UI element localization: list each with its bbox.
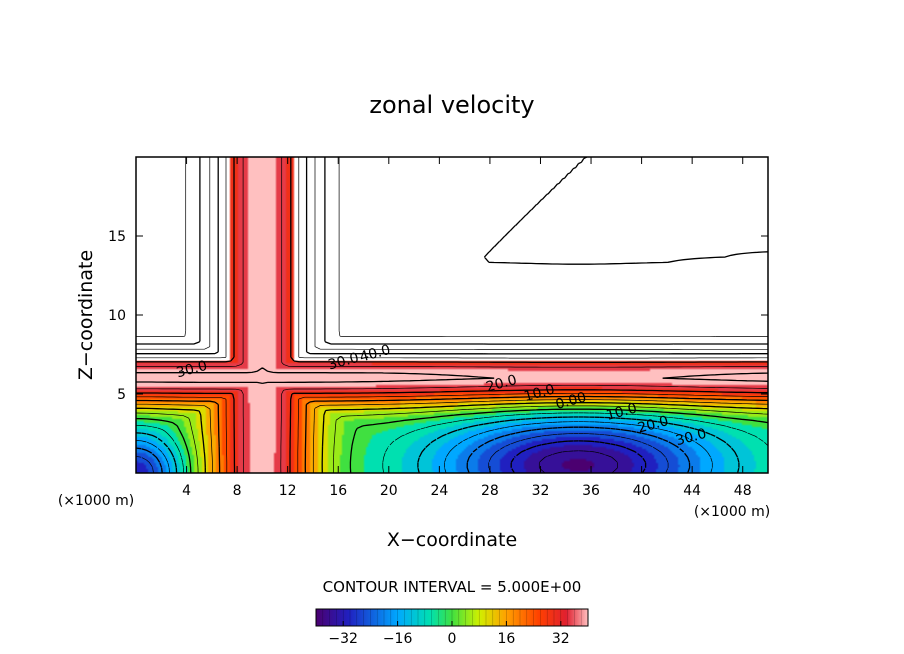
contour-label: 10.0 (604, 400, 638, 424)
x-unit-left: (×1000 m) (58, 493, 134, 509)
colorbar-ticks: −32 −16 0 16 32 (315, 609, 589, 647)
contour-line (136, 157, 768, 473)
x-tick-label: 36 (582, 483, 600, 499)
x-tick-label: 4 (182, 483, 191, 499)
x-unit-right: (×1000 m) (694, 504, 770, 520)
contour-label: 20.0 (484, 372, 518, 396)
contour-line (136, 412, 768, 473)
contour-line (136, 157, 768, 473)
contour-label: 0.00 (554, 389, 588, 413)
y-tick-label: 15 (108, 229, 126, 245)
x-tick-label: 28 (481, 483, 499, 499)
colorbar: −32 −16 0 16 32 (315, 608, 589, 647)
contour-interval-text: CONTOUR INTERVAL = 5.000E+00 (323, 578, 582, 596)
contour-line (136, 157, 768, 473)
x-tick-label: 8 (233, 483, 242, 499)
contour-line (136, 157, 768, 473)
contour-label: 30.0 (175, 358, 209, 382)
contour-line (136, 157, 768, 473)
x-tick-label: 16 (329, 483, 347, 499)
contour-label: 40.0 (358, 342, 392, 366)
x-tick-label: 24 (430, 483, 448, 499)
contour-lines (136, 157, 768, 473)
chart-title: zonal velocity (369, 91, 534, 119)
contour-line (136, 421, 713, 473)
colorbar-tick-label: 0 (448, 631, 457, 647)
contour-line (136, 157, 768, 473)
contour-label: 30.0 (326, 350, 360, 374)
x-tick-label: 12 (279, 483, 297, 499)
colorbar-tick-label: 16 (497, 631, 515, 647)
y-axis-label: Z−coordinate (75, 250, 97, 380)
x-axis-label: X−coordinate (387, 529, 517, 551)
y-tick-label: 5 (117, 387, 126, 403)
contour-label-group: 30.0 30.040.020.0 10.00.00 10.020.030.0 (175, 342, 709, 449)
x-tick-label: 20 (380, 483, 398, 499)
contour-line (136, 367, 768, 385)
y-axis-ticks: 5 10 15 (108, 229, 768, 403)
contour-label: 20.0 (636, 413, 670, 437)
y-tick-label: 10 (108, 308, 126, 324)
contour-line (136, 157, 768, 473)
contour-line (136, 416, 740, 473)
x-tick-label: 32 (532, 483, 550, 499)
x-tick-label: 48 (734, 483, 752, 499)
contour-line (136, 426, 691, 473)
x-tick-label: 44 (683, 483, 701, 499)
contour-label: 30.0 (674, 426, 708, 450)
velocity-field (136, 157, 768, 473)
contour-line (136, 157, 768, 473)
colorbar-tick-label: −16 (383, 631, 413, 647)
colorbar-tick-label: −32 (328, 631, 358, 647)
contour-label: 10.0 (522, 382, 556, 406)
x-axis-ticks: 4 8 12 16 20 24 28 32 36 40 44 48 (182, 157, 752, 499)
contour-line (510, 440, 647, 473)
contour-line (136, 433, 669, 473)
x-tick-label: 40 (633, 483, 651, 499)
colorbar-tick-label: 32 (552, 631, 570, 647)
